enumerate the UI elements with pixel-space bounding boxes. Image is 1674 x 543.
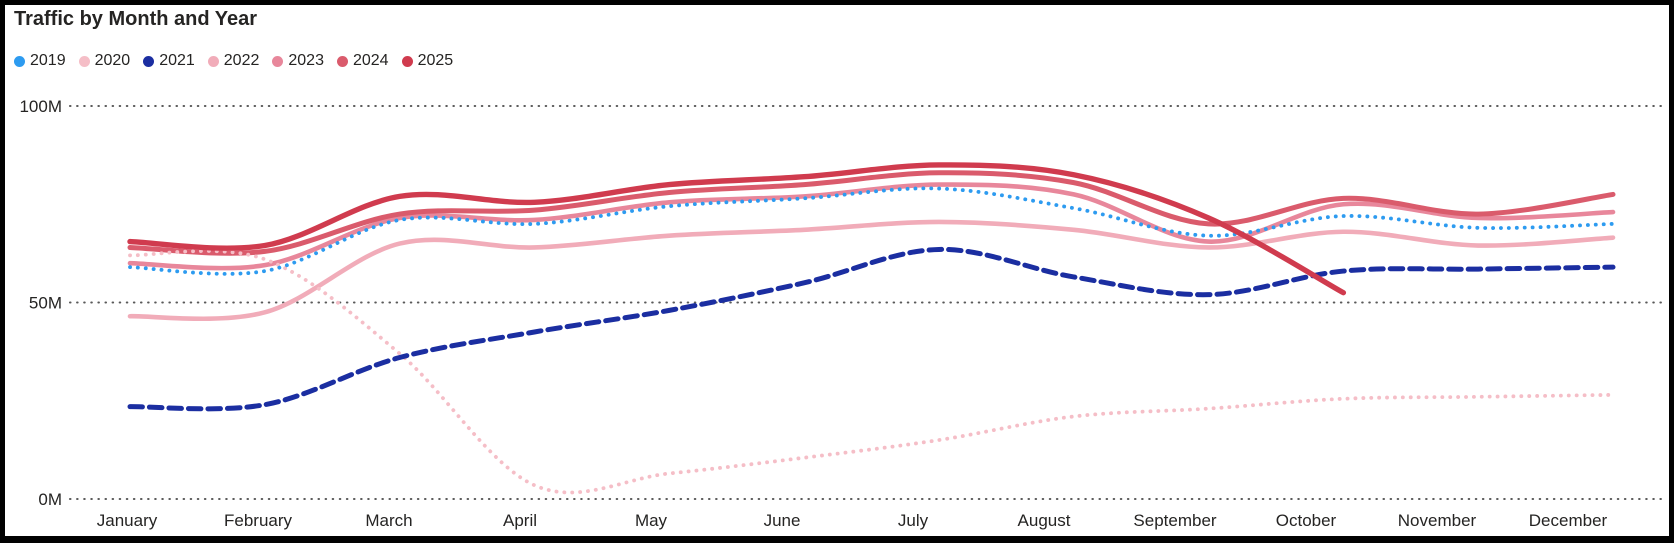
series-line-2024[interactable] bbox=[127, 170, 1616, 256]
legend-item-2021[interactable]: 2021 bbox=[143, 53, 195, 69]
legend-item-2019[interactable]: 2019 bbox=[14, 53, 66, 69]
chart-title: Traffic by Month and Year bbox=[14, 8, 258, 30]
legend-label-2020: 2020 bbox=[94, 52, 131, 69]
x-axis-label-january: January bbox=[97, 511, 158, 530]
x-axis-label-july: July bbox=[898, 511, 929, 530]
legend-label-2024: 2024 bbox=[352, 52, 389, 69]
x-axis-label-february: February bbox=[224, 511, 293, 530]
series-line-2025[interactable] bbox=[127, 162, 1347, 296]
y-axis-label-0M: 0M bbox=[38, 490, 62, 509]
x-axis-label-november: November bbox=[1398, 511, 1477, 530]
x-axis-label-december: December bbox=[1529, 511, 1608, 530]
legend-label-2019: 2019 bbox=[30, 52, 66, 69]
legend-item-2025[interactable]: 2025 bbox=[401, 52, 454, 69]
series-line-2021[interactable] bbox=[127, 246, 1616, 412]
x-axis-label-august: August bbox=[1018, 511, 1071, 530]
legend-dot-2024 bbox=[336, 55, 348, 67]
legend-dot-2025 bbox=[401, 55, 413, 67]
legend-label-2023: 2023 bbox=[288, 52, 324, 69]
x-axis-label-may: May bbox=[635, 511, 668, 530]
legend-item-2023[interactable]: 2023 bbox=[272, 53, 324, 69]
series-line-2022[interactable] bbox=[127, 219, 1616, 322]
legend-item-2020[interactable]: 2020 bbox=[78, 52, 131, 69]
legend-item-2022[interactable]: 2022 bbox=[207, 52, 260, 69]
y-axis-label-100M: 100M bbox=[19, 97, 62, 116]
legend-dot-2021 bbox=[143, 55, 155, 67]
legend-dot-2023 bbox=[272, 55, 284, 67]
x-axis-label-march: March bbox=[365, 511, 412, 530]
legend-item-2024[interactable]: 2024 bbox=[336, 52, 389, 69]
legend-dot-2019 bbox=[14, 55, 25, 67]
x-axis-label-september: September bbox=[1133, 511, 1216, 530]
legend-dot-2020 bbox=[78, 55, 90, 67]
legend-dot-2022 bbox=[207, 55, 219, 67]
x-axis-label-april: April bbox=[503, 511, 537, 530]
line-chart-plot: 0M 50M 100M January February March April May Jun… bbox=[19, 97, 1669, 530]
legend: 2019 2020 2021 2022 2023 2024 2025 bbox=[14, 51, 453, 71]
x-axis-label-october: October bbox=[1276, 511, 1337, 530]
series-line-2023[interactable] bbox=[127, 182, 1616, 271]
series-line-2020[interactable] bbox=[128, 249, 1615, 495]
legend-label-2021: 2021 bbox=[159, 52, 195, 69]
y-axis-label-50M: 50M bbox=[29, 294, 62, 313]
legend-label-2025: 2025 bbox=[417, 52, 454, 69]
x-axis-label-june: June bbox=[764, 511, 801, 530]
legend-label-2022: 2022 bbox=[223, 52, 260, 69]
